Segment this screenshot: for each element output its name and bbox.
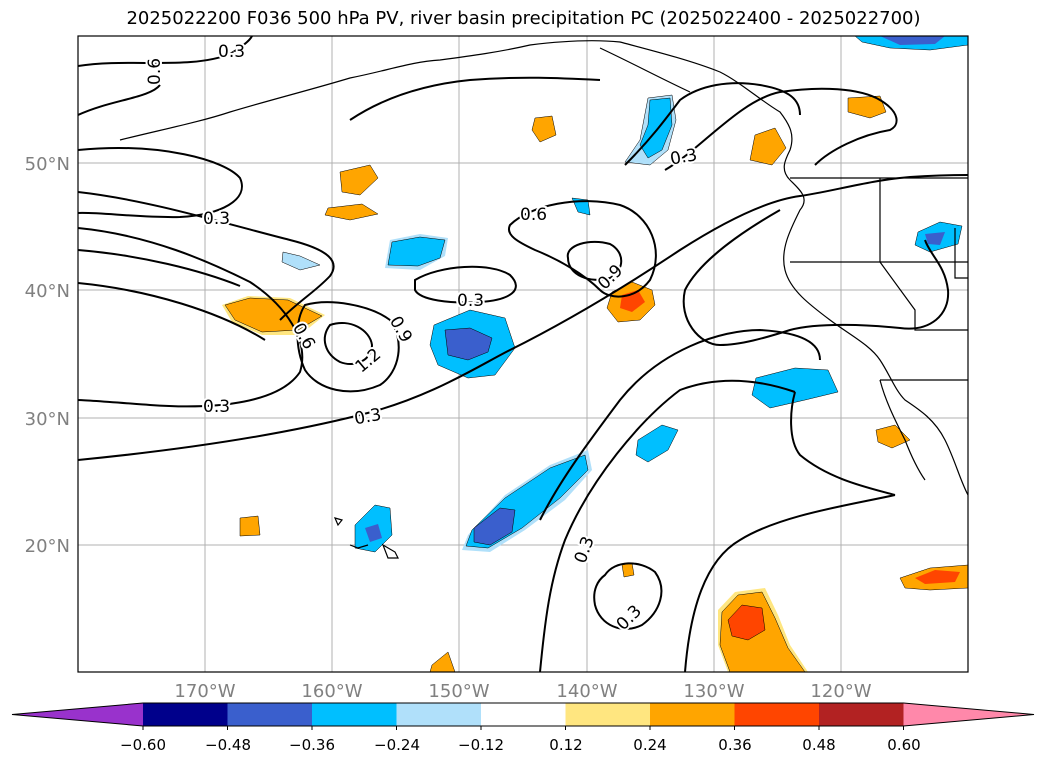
colorbar-segment [481, 703, 566, 726]
colorbar-segment [819, 703, 904, 726]
contour-label: 0.3 [457, 291, 484, 311]
lat-label: 50°N [25, 154, 70, 175]
lat-label: 20°N [25, 536, 70, 557]
latitude-labels: 50°N 40°N 30°N 20°N [25, 154, 70, 557]
map-frame-bg [78, 36, 968, 672]
colorbar-segment [650, 703, 735, 726]
colorbar-segment [565, 703, 651, 726]
lon-label: 150°W [428, 681, 489, 702]
colorbar [11, 702, 1035, 730]
map-frame [77, 35, 969, 673]
colorbar-tick-label: −0.60 [120, 736, 166, 754]
colorbar-segment [734, 703, 820, 726]
colorbar-segment [396, 703, 482, 726]
lon-label: 140°W [556, 681, 617, 702]
contour-label: 0.3 [203, 209, 230, 229]
contour-label: 0.6 [520, 205, 547, 225]
contour-label: 0.3 [203, 397, 230, 417]
colorbar-segment [143, 703, 228, 726]
lat-label: 30°N [25, 409, 70, 430]
lon-label: 170°W [174, 681, 235, 702]
lat-label: 40°N [25, 281, 70, 302]
colorbar-extend-high [903, 703, 1034, 726]
colorbar-tick-label: 0.48 [802, 736, 835, 754]
colorbar-tick-label: −0.48 [205, 736, 251, 754]
colorbar-segment [227, 703, 313, 726]
colorbar-tick-label: 0.24 [633, 736, 666, 754]
colorbar-tick-label: −0.24 [374, 736, 420, 754]
colorbar-tick-label: −0.12 [458, 736, 504, 754]
graticule [78, 36, 968, 672]
lon-label: 160°W [301, 681, 362, 702]
colorbar-extend-low [12, 703, 143, 726]
lon-label: 120°W [810, 681, 871, 702]
colorbar-tick-label: −0.36 [289, 736, 335, 754]
longitude-labels: 170°W 160°W 150°W 140°W 130°W 120°W [174, 681, 871, 702]
colorbar-tick-label: 0.12 [549, 736, 582, 754]
colorbar-tick-labels: −0.60 −0.48 −0.36 −0.24 −0.12 0.12 0.24 … [120, 736, 921, 754]
map-title: 2025022200 F036 500 hPa PV, river basin … [126, 8, 921, 29]
contour-label: 0.3 [218, 42, 245, 62]
lon-label: 130°W [683, 681, 744, 702]
contour-label: 0.6 [145, 58, 165, 85]
pv-contours [78, 36, 968, 672]
colorbar-tick-label: 0.36 [718, 736, 751, 754]
coastlines [119, 40, 968, 559]
colorbar-tick-label: 0.60 [887, 736, 920, 754]
precipitation-shading [222, 36, 968, 672]
colorbar-segment [312, 703, 397, 726]
